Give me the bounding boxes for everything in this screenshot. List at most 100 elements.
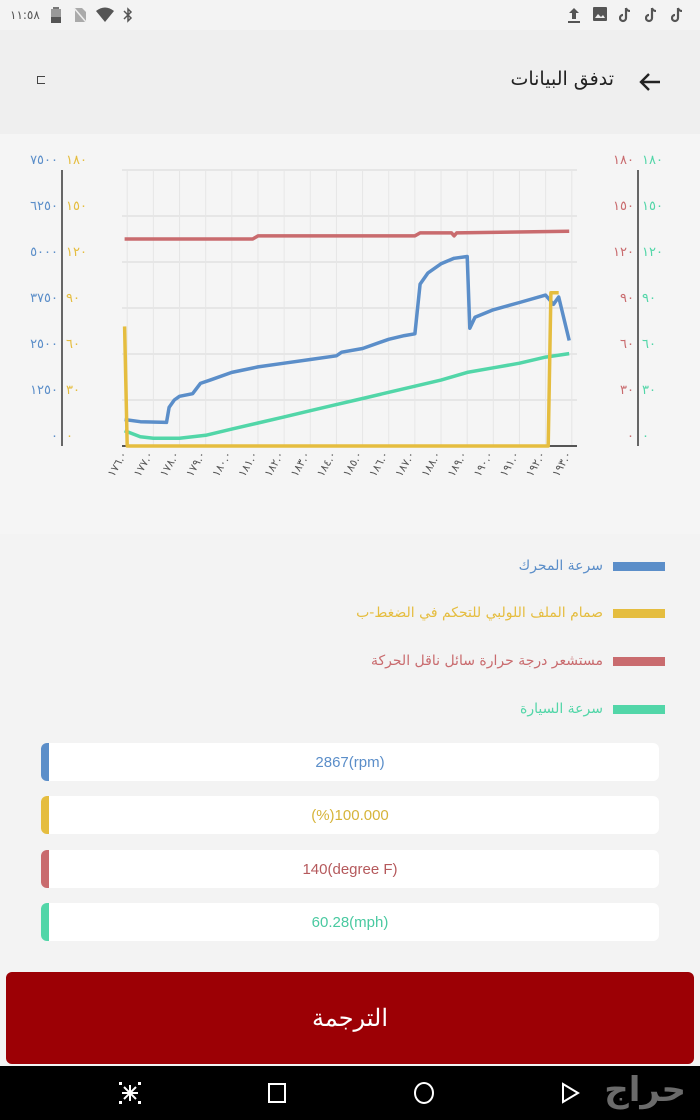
- right-inner-tick: ٠: [627, 429, 634, 444]
- legend-swatch: [613, 608, 665, 618]
- series-line: [122, 290, 559, 448]
- left-outer-tick: ٢٥٠٠: [30, 337, 58, 352]
- left-inner-tick: ٩٠: [66, 291, 80, 306]
- right-outer-tick: ١٢٠: [642, 245, 663, 260]
- status-time: ١١:٥٨: [10, 8, 40, 22]
- series-line: [124, 254, 571, 425]
- back-nav-button[interactable]: [555, 1078, 585, 1108]
- x-tick-label: ١٩٢.٠: [523, 449, 548, 479]
- left-outer-tick: ٦٢٥٠: [30, 199, 58, 214]
- back-button[interactable]: [634, 66, 666, 98]
- tiktok-icon: [670, 7, 686, 23]
- translate-label: الترجمة: [311, 1004, 389, 1032]
- legend-label: سرعة المحرك: [518, 558, 603, 574]
- value-row-trans-temp: 140(degree F): [41, 850, 659, 888]
- left-outer-tick: ٣٧٥٠: [30, 291, 58, 306]
- x-tick-label: ١٨٥.٠: [340, 449, 365, 479]
- left-outer-tick: ١٢٥٠: [30, 383, 58, 398]
- exit-icon[interactable]: [37, 76, 45, 84]
- value-accent: [41, 743, 49, 781]
- value-row-vehicle-speed: 60.28(mph): [41, 903, 659, 941]
- screenshot-button[interactable]: [115, 1078, 145, 1108]
- x-tick-label: ١٧٩.٠: [183, 449, 208, 479]
- right-inner-tick: ٦٠: [620, 337, 634, 352]
- recents-button[interactable]: [262, 1078, 292, 1108]
- legend-item-vehicle-speed: سرعة السيارة: [520, 698, 665, 720]
- value-accent: [41, 850, 49, 888]
- left-inner-tick: ٦٠: [66, 337, 80, 352]
- screenshot-icon: [119, 1082, 141, 1104]
- legend-swatch: [613, 561, 665, 571]
- left-inner-tick: ١٢٠: [66, 245, 87, 260]
- tiktok-icon: [618, 7, 634, 23]
- recents-icon: [268, 1083, 286, 1103]
- right-inner-tick: ٣٠: [620, 383, 634, 398]
- legend-item-pressure-solenoid: صمام الملف اللولبي للتحكم في الضغط-ب: [356, 602, 665, 624]
- bluetooth-icon: [120, 7, 136, 23]
- left-inner-tick: ١٨٠: [66, 153, 87, 168]
- page-title: تدفق البيانات: [510, 68, 614, 90]
- right-outer-tick: ٦٠: [642, 337, 656, 352]
- x-tick-label: ١٩١.٠: [497, 449, 522, 479]
- translate-button[interactable]: الترجمة: [6, 972, 694, 1064]
- x-tick-label: ١٩٠.٠: [471, 449, 496, 479]
- arrow-left-icon: [639, 73, 660, 91]
- value-text: 2867(rpm): [315, 753, 385, 771]
- series-line: [123, 351, 570, 441]
- right-outer-tick: ٠: [642, 429, 649, 444]
- x-tick-label: ١٨٩.٠: [445, 449, 470, 479]
- home-icon: [414, 1082, 434, 1104]
- x-tick-label: ١٨٢.٠: [262, 449, 287, 479]
- no-sim-icon: [72, 7, 88, 23]
- app-header: تدفق البيانات: [0, 30, 700, 134]
- right-outer-tick: ١٨٠: [642, 153, 663, 168]
- x-tick-label: ١٧٧.٠: [131, 449, 156, 479]
- x-tick-label: ١٨٣.٠: [288, 449, 313, 479]
- legend-swatch: [613, 656, 665, 666]
- legend-item-engine-speed: سرعة المحرك: [519, 555, 665, 577]
- legend-item-trans-temp: مستشعر درجة حرارة سائل ناقل الحركة: [371, 650, 665, 672]
- legend-swatch: [613, 704, 665, 714]
- value-accent: [41, 903, 49, 941]
- left-outer-tick: ٠: [51, 429, 58, 444]
- status-bar: ١١:٥٨: [0, 0, 700, 30]
- x-tick-label: ١٨٧.٠: [393, 449, 418, 479]
- x-tick-label: ١٨١.٠: [236, 449, 261, 479]
- legend-label: مستشعر درجة حرارة سائل ناقل الحركة: [371, 653, 603, 669]
- back-icon: [562, 1082, 580, 1104]
- upload-icon: [566, 7, 582, 23]
- right-inner-tick: ١٨٠: [613, 153, 634, 168]
- right-inner-tick: ١٥٠: [613, 199, 634, 214]
- left-inner-tick: ٣٠: [66, 383, 80, 398]
- left-outer-tick: ٥٠٠٠: [30, 245, 58, 260]
- chart-canvas: ١٧٦.٠ ١٧٧.٠ ١٧٨.٠ ١٧٩.٠ ١٨٠.٠ ١٨١.٠ ١٨٢.٠ ١٨٣.٠…: [30, 153, 663, 479]
- right-outer-tick: ٩٠: [642, 291, 656, 306]
- series-line: [124, 229, 570, 241]
- data-stream-chart: ١٧٦.٠ ١٧٧.٠ ١٧٨.٠ ١٧٩.٠ ١٨٠.٠ ١٨١.٠ ١٨٢.٠ ١٨٣.٠…: [0, 134, 700, 534]
- right-inner-tick: ١٢٠: [613, 245, 634, 260]
- legend-label: صمام الملف اللولبي للتحكم في الضغط-ب: [356, 605, 603, 621]
- value-row-pressure-solenoid: (%)100.000: [41, 796, 659, 834]
- legend-label: سرعة السيارة: [520, 701, 603, 717]
- x-tick-label: ١٨٤.٠: [314, 449, 339, 479]
- status-right: [566, 7, 686, 23]
- image-icon: [592, 7, 608, 23]
- x-tick-label: ١٨٨.٠: [419, 449, 444, 479]
- left-outer-tick: ٧٥٠٠: [30, 153, 58, 168]
- x-tick-label: ١٩٣.٠: [550, 449, 575, 479]
- x-tick-label: ١٨٠.٠: [210, 449, 235, 479]
- battery-icon: [48, 7, 64, 23]
- watermark-logo: حراج: [604, 1070, 686, 1110]
- right-inner-tick: ٩٠: [620, 291, 634, 306]
- value-accent: [41, 796, 49, 834]
- right-outer-tick: ٣٠: [642, 383, 656, 398]
- x-tick-label: ١٨٦.٠: [366, 449, 391, 479]
- value-text: 140(degree F): [302, 860, 398, 878]
- x-tick-label: ١٧٦.٠: [105, 449, 130, 479]
- status-left: ١١:٥٨: [10, 7, 136, 23]
- wifi-icon: [95, 7, 114, 23]
- system-nav-bar: [0, 1066, 700, 1120]
- home-button[interactable]: [409, 1078, 439, 1108]
- x-tick-label: ١٧٨.٠: [157, 449, 182, 479]
- value-text: 60.28(mph): [311, 913, 389, 931]
